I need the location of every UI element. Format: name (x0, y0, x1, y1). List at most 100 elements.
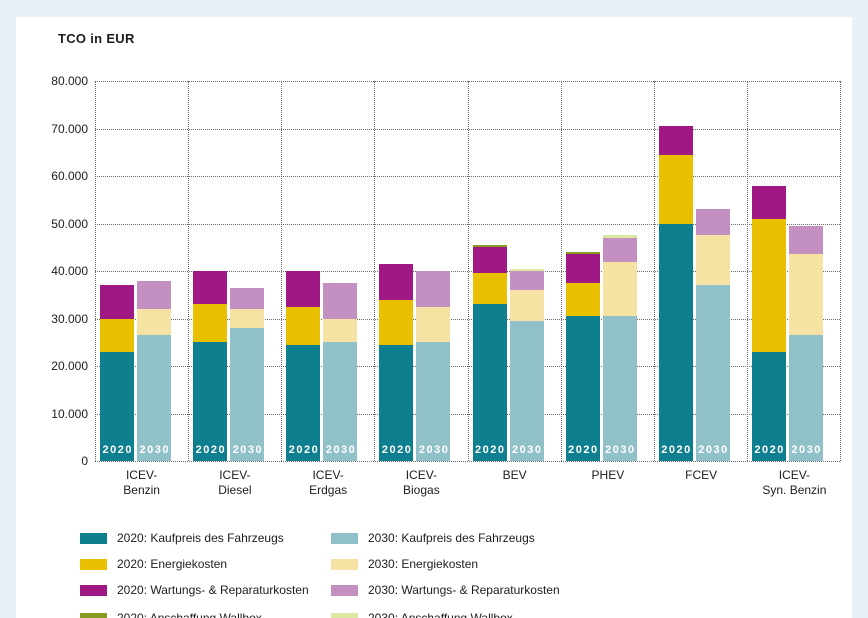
legend-item-2030-anschaffung-wallbox: 2030: Anschaffung Wallbox (331, 611, 513, 618)
segment-2030-kaufpreis-des-fahrzeugs-icev-benzin (137, 335, 171, 461)
bar-group-icev-erdgas: 2020 2030 (281, 81, 374, 461)
segment-2020-energiekosten-phev (565, 282, 600, 317)
bar-year-label-2020: 2020 (661, 444, 692, 456)
bar-2030-icev-biogas: 2030 (416, 271, 451, 461)
segment-2020-wartungs-reparaturkosten-icev-biogas (379, 263, 414, 300)
bar-group-bev: 2020 2030 (467, 81, 561, 461)
legend-swatch-2020-energiekosten (80, 558, 107, 570)
bar-pair-icev-erdgas: 2020 2030 (286, 271, 358, 461)
x-label-icev-diesel: ICEV- Diesel (188, 468, 281, 498)
legend-label: 2020: Kaufpreis des Fahrzeugs (117, 531, 284, 545)
x-label-line: ICEV- (405, 468, 438, 482)
segment-2030-wartungs-reparaturkosten-icev-erdgas (323, 282, 358, 319)
segment-2020-energiekosten-icev-biogas (379, 299, 414, 345)
bar-year-label-2030: 2030 (232, 444, 264, 456)
bar-group-icev-syn-benzin: 2020 2030 (746, 81, 840, 461)
y-tick-label: 60.000 (51, 169, 88, 183)
x-label-icev-biogas: ICEV- Biogas (375, 468, 468, 498)
bar-year-label-2030: 2030 (698, 444, 729, 456)
segment-2020-wartungs-reparaturkosten-phev (565, 254, 600, 283)
bar-2020-icev-erdgas: 2020 (286, 271, 321, 461)
y-tick-label: 40.000 (51, 264, 88, 278)
segment-2030-kaufpreis-des-fahrzeugs-icev-syn-benzin (788, 335, 823, 461)
bar-year-label-2020: 2020 (288, 444, 320, 456)
segment-2020-wartungs-reparaturkosten-bev (472, 247, 507, 274)
x-label-phev: PHEV (561, 468, 654, 498)
legend-label: 2020: Wartungs- & Reparaturkosten (117, 583, 309, 597)
segment-2030-wartungs-reparaturkosten-icev-syn-benzin (788, 225, 823, 255)
x-label-line: ICEV- (125, 468, 158, 482)
bar-group-icev-diesel: 2020 2030 (188, 81, 281, 461)
x-label-line: Syn. Benzin (762, 483, 827, 497)
y-axis: 0 10.000 20.000 30.000 40.000 50.000 60.000 70.… (16, 74, 88, 468)
bar-year-label-2020: 2020 (195, 444, 227, 456)
segment-2020-energiekosten-icev-erdgas (286, 306, 321, 345)
segment-2020-wartungs-reparaturkosten-icev-diesel (193, 271, 228, 305)
segment-2020-anschaffung-wallbox-phev (565, 252, 600, 255)
x-label-line: Erdgas (309, 483, 348, 497)
segment-2020-wartungs-reparaturkosten-icev-erdgas (286, 271, 321, 307)
x-label-line: Benzin (123, 483, 160, 497)
segment-2030-wartungs-reparaturkosten-phev (602, 237, 637, 262)
bar-pair-bev: 2020 2030 (472, 244, 544, 461)
segment-2030-kaufpreis-des-fahrzeugs-icev-diesel (230, 328, 265, 461)
bar-2030-fcev: 2030 (695, 209, 730, 461)
legend-label: 2020: Anschaffung Wallbox (117, 611, 262, 618)
bar-2030-icev-diesel: 2030 (230, 287, 265, 461)
legend-swatch-2030-energiekosten (331, 558, 358, 570)
y-tick-label: 80.000 (51, 74, 88, 88)
bar-2020-icev-syn-benzin: 2020 (751, 185, 786, 461)
bar-group-fcev: 2020 2030 (653, 81, 747, 461)
bar-2030-icev-erdgas: 2030 (323, 282, 358, 461)
y-tick-label: 0 (81, 454, 88, 468)
legend-swatch-2020-kaufpreis-des-fahrzeugs (80, 532, 107, 544)
segment-2030-wartungs-reparaturkosten-fcev (695, 209, 730, 236)
y-tick-label: 70.000 (51, 121, 88, 136)
bar-pair-fcev: 2020 2030 (658, 126, 730, 461)
legend-label: 2030: Anschaffung Wallbox (368, 611, 513, 618)
x-label-icev-syn-benzin: ICEV- Syn. Benzin (748, 468, 841, 498)
y-tick-label: 20.000 (51, 359, 88, 373)
bar-pair-icev-syn-benzin: 2020 2030 (751, 185, 823, 461)
segment-2030-energiekosten-icev-benzin (137, 309, 171, 336)
segment-2030-kaufpreis-des-fahrzeugs-fcev (695, 285, 730, 461)
x-label-icev-erdgas: ICEV- Erdgas (282, 468, 375, 498)
y-tick-label: 50.000 (51, 216, 88, 231)
chart-title: TCO in EUR (58, 31, 135, 46)
gridline (95, 461, 840, 462)
legend-item-2020-wartungs-reparaturkosten: 2020: Wartungs- & Reparaturkosten (80, 583, 309, 597)
x-label-line: ICEV- (312, 468, 344, 482)
bar-2030-bev: 2030 (509, 268, 544, 461)
legend-item-2020-anschaffung-wallbox: 2020: Anschaffung Wallbox (80, 611, 262, 618)
segment-2030-energiekosten-bev (509, 290, 544, 321)
x-axis: ICEV- Benzin ICEV- Diesel ICEV- Erdgas ICEV- Bi… (95, 468, 841, 498)
x-label-line: FCEV (685, 468, 718, 482)
segment-2030-wartungs-reparaturkosten-bev (509, 271, 544, 290)
segment-2030-kaufpreis-des-fahrzeugs-bev (509, 320, 544, 461)
bar-2020-fcev: 2020 (658, 126, 693, 461)
segment-2030-anschaffung-wallbox-bev (509, 268, 544, 271)
segment-2030-energiekosten-icev-diesel (230, 309, 265, 328)
segment-2030-energiekosten-icev-syn-benzin (788, 254, 823, 336)
bar-group-icev-benzin: 2020 2030 (95, 81, 188, 461)
segment-2020-energiekosten-icev-benzin (100, 318, 134, 352)
bar-group-phev: 2020 2030 (560, 81, 654, 461)
legend-label: 2030: Energiekosten (368, 557, 479, 571)
segment-2020-kaufpreis-des-fahrzeugs-icev-erdgas (286, 344, 321, 461)
bar-2020-icev-benzin: 2020 (100, 285, 134, 461)
x-label-line: ICEV- (778, 468, 811, 482)
segment-2020-kaufpreis-des-fahrzeugs-phev (565, 316, 600, 461)
legend-swatch-2020-wartungs-reparaturkosten (80, 584, 107, 596)
segment-2020-energiekosten-fcev (658, 154, 693, 224)
x-label-line: Diesel (218, 483, 252, 497)
bar-year-label-2020: 2020 (568, 444, 599, 456)
bar-year-label-2030: 2030 (418, 444, 450, 456)
legend-swatch-2030-anschaffung-wallbox (331, 612, 358, 618)
x-label-bev: BEV (468, 468, 561, 498)
bar-group-icev-biogas: 2020 2030 (374, 81, 467, 461)
bar-year-label-2030: 2030 (605, 444, 636, 456)
bar-pair-icev-benzin: 2020 2030 (100, 280, 171, 461)
segment-2020-wartungs-reparaturkosten-icev-benzin (100, 285, 134, 319)
legend-label: 2020: Energiekosten (117, 557, 228, 571)
